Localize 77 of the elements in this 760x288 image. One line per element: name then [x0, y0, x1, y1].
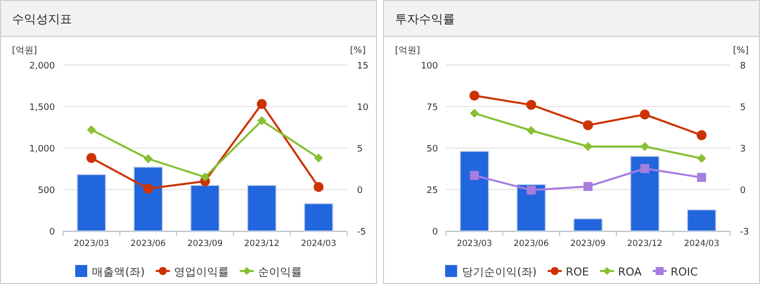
bar	[686, 209, 716, 232]
legend-label: ROE	[566, 266, 590, 278]
point	[697, 172, 706, 182]
point	[526, 100, 536, 110]
x-tick-label: 2023/03	[74, 239, 110, 249]
x-tick-label: 2023/03	[456, 239, 492, 249]
chart-title: 수익성지표	[12, 12, 72, 26]
x-tick-label: 2023/06	[514, 239, 549, 249]
y2-tick-label: 15	[357, 62, 368, 72]
point	[470, 108, 479, 118]
point	[526, 186, 536, 195]
bar	[516, 184, 546, 232]
y-tick-label: 25	[426, 186, 438, 196]
bar	[573, 218, 603, 232]
chart-title: 투자수익률	[395, 12, 455, 26]
y2-axis-title: [%]	[733, 46, 749, 56]
point	[314, 153, 324, 162]
point	[143, 184, 154, 194]
y-tick-label: 1,000	[29, 144, 56, 154]
y-tick-label: 75	[426, 103, 438, 113]
bar	[460, 150, 490, 232]
y2-tick-label: 0	[740, 186, 746, 196]
legend-label: 매출액(좌)	[92, 266, 145, 278]
bar	[76, 174, 106, 232]
y-tick-label: 100	[420, 62, 438, 72]
y-tick-label: 2,000	[29, 62, 56, 72]
x-tick-label: 2023/09	[187, 239, 223, 249]
point	[86, 152, 96, 163]
legend-label: 순이익률	[258, 266, 302, 278]
y2-tick-label: -5	[357, 228, 366, 238]
x-tick-label: 2023/06	[130, 239, 166, 249]
point	[470, 170, 479, 180]
point	[257, 116, 266, 126]
y2-tick-label: -3	[740, 228, 749, 238]
point	[314, 182, 324, 192]
point	[696, 130, 707, 140]
y-tick-label: 500	[38, 186, 56, 196]
x-tick-label: 2023/12	[244, 239, 280, 249]
point	[469, 90, 480, 101]
y2-tick-label: 3	[740, 144, 746, 154]
point	[584, 142, 592, 151]
legend-label: ROIC	[670, 266, 698, 278]
y-tick-label: 50	[426, 144, 438, 154]
point	[256, 99, 267, 110]
x-tick-label: 2023/12	[627, 239, 662, 249]
y2-tick-label: 8	[740, 62, 746, 72]
point	[200, 172, 210, 182]
point	[640, 142, 650, 151]
bar	[134, 166, 163, 232]
point	[583, 120, 593, 130]
point	[640, 110, 650, 120]
y-axis-title: [억원]	[395, 46, 420, 56]
point	[697, 154, 706, 163]
x-tick-label: 2023/09	[570, 239, 606, 249]
bar	[630, 156, 660, 232]
y2-axis-title: [%]	[350, 46, 366, 56]
legend-label: 당기순이익(좌)	[462, 266, 537, 278]
y-axis-title: [억원]	[12, 46, 38, 56]
point	[640, 164, 650, 174]
bar	[304, 203, 334, 232]
point	[86, 125, 96, 134]
y2-tick-label: 0	[357, 186, 363, 196]
y-tick-label: 0	[432, 228, 438, 238]
y2-tick-label: 5	[357, 144, 363, 154]
bar	[247, 184, 276, 232]
y-tick-label: 0	[49, 228, 56, 238]
bar	[190, 184, 220, 232]
x-tick-label: 2024/03	[300, 239, 336, 249]
legend-label: ROA	[618, 266, 642, 278]
x-tick-label: 2024/03	[684, 239, 720, 249]
y-tick-label: 1,500	[29, 103, 56, 113]
legend-label: 영업이익률	[174, 266, 229, 278]
y2-tick-label: 5	[740, 103, 746, 113]
point	[584, 182, 592, 191]
point	[144, 154, 153, 164]
y2-tick-label: 10	[357, 103, 369, 113]
point	[526, 126, 536, 135]
